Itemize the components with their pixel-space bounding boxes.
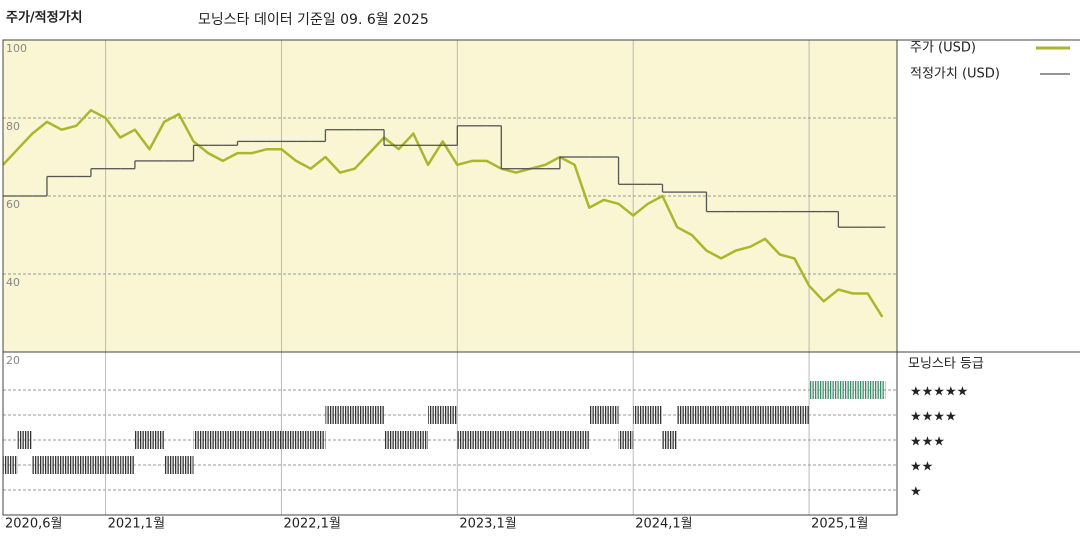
rating-bar: [32, 456, 47, 474]
x-tick-label: 2023,1월: [459, 517, 516, 532]
rating-bar: [486, 431, 502, 449]
rating-bar: [266, 431, 282, 449]
rating-bar: [662, 431, 678, 449]
rating-bar: [574, 431, 590, 449]
rating-bar: [779, 406, 795, 424]
price-line: [2, 108, 884, 318]
rating-bar: [164, 456, 179, 474]
rating-bar: [281, 431, 297, 449]
rating-bar: [589, 406, 604, 424]
rating-bar: [208, 431, 223, 449]
rating-bar: [515, 431, 531, 449]
rating-label: ★: [910, 485, 922, 500]
rating-bar: [721, 406, 736, 424]
rating-bar: [867, 381, 883, 399]
rating-bar: [838, 381, 854, 399]
rating-bar: [120, 456, 135, 474]
rating-bar: [545, 431, 560, 449]
rating-bar: [310, 431, 326, 449]
x-tick-label: 2022,1월: [283, 517, 340, 532]
rating-bar: [530, 431, 546, 449]
rating-bar: [76, 456, 91, 474]
rating-bar: [354, 406, 370, 424]
rating-bar: [325, 406, 341, 424]
legend-label: 주가 (USD): [910, 41, 976, 56]
y-tick-label: 60: [6, 198, 20, 211]
rating-bar: [691, 406, 707, 424]
chart-subtitle: 모닝스타 데이터 기준일 09. 6월 2025: [198, 12, 429, 28]
rating-label: ★★★: [910, 435, 945, 450]
rating-bar: [633, 406, 648, 424]
rating-bar: [442, 406, 458, 424]
rating-bar: [296, 431, 311, 449]
y-tick-label: 40: [6, 276, 20, 289]
rating-bar: [603, 406, 619, 424]
rating-bar: [384, 431, 399, 449]
rating-bar: [428, 406, 443, 424]
rating-bar: [413, 431, 429, 449]
rating-label: ★★: [910, 460, 933, 475]
rating-bar: [3, 456, 18, 474]
rating-bar: [706, 406, 722, 424]
rating-bar: [618, 431, 634, 449]
rating-bar: [178, 456, 194, 474]
y-tick-label: 80: [6, 120, 20, 133]
rating-title: 모닝스타 등급: [908, 357, 984, 372]
y-tick-label: 20: [6, 354, 20, 367]
x-tick-label: 2021,1월: [108, 517, 165, 532]
rating-bar: [105, 456, 121, 474]
rating-bar: [17, 431, 33, 449]
rating-bar: [559, 431, 575, 449]
rating-label: ★★★★★: [910, 385, 968, 400]
x-tick-label: 2025,1월: [811, 517, 868, 532]
rating-bar: [647, 406, 663, 424]
rating-bar: [794, 406, 810, 424]
rating-bar: [252, 431, 267, 449]
rating-bar: [222, 431, 238, 449]
rating-bar: [193, 431, 209, 449]
rating-bar: [882, 381, 886, 399]
rating-bar: [61, 456, 77, 474]
x-tick-label: 2020,6월: [5, 517, 62, 532]
rating-bar: [471, 431, 487, 449]
rating-bar: [134, 431, 150, 449]
rating-bar: [46, 456, 62, 474]
rating-bar: [237, 431, 253, 449]
rating-bar: [340, 406, 355, 424]
legend-label: 적정가치 (USD): [910, 67, 1000, 82]
rating-bar: [853, 381, 868, 399]
rating-bar: [149, 431, 165, 449]
rating-bar: [765, 406, 780, 424]
rating-bar: [809, 381, 824, 399]
rating-bar: [369, 406, 385, 424]
rating-bar: [823, 381, 839, 399]
rating-bar: [90, 456, 106, 474]
plot-frame: [2, 39, 898, 516]
chart-title: 주가/적정가치: [6, 10, 83, 26]
x-tick-label: 2024,1월: [635, 517, 692, 532]
rating-bar: [735, 406, 751, 424]
rating-bar: [457, 431, 472, 449]
rating-bar: [750, 406, 766, 424]
y-tick-label: 100: [6, 42, 27, 55]
rating-bar: [398, 431, 414, 449]
rating-bar: [501, 431, 516, 449]
rating-label: ★★★★: [910, 410, 957, 425]
rating-bar: [677, 406, 692, 424]
